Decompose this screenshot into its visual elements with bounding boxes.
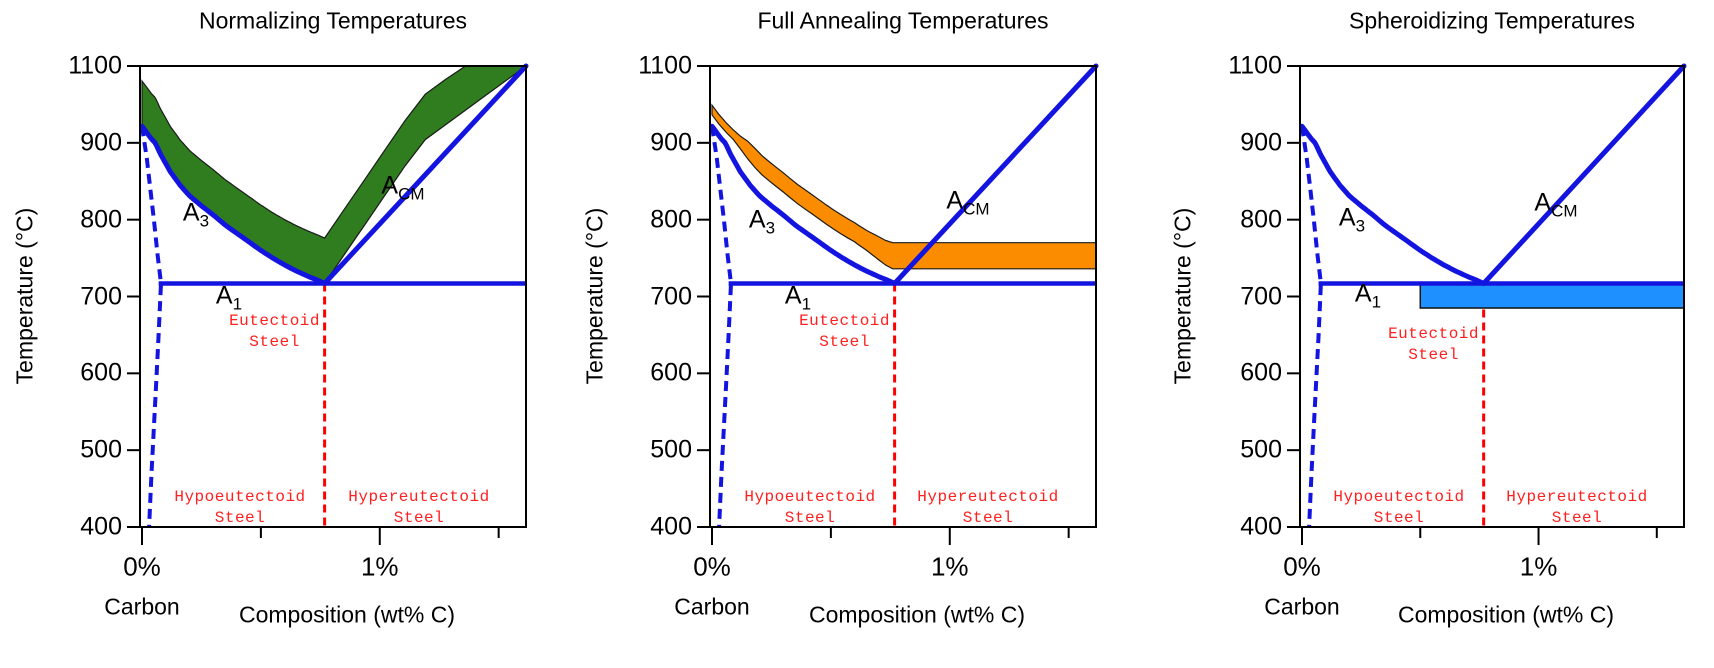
a3-line-label: A3 bbox=[182, 198, 210, 231]
plot-border bbox=[709, 65, 1097, 528]
carbon-label: Carbon bbox=[104, 593, 180, 620]
hypoeutectoid-steel-label: Hypoeutectoid Steel bbox=[174, 488, 306, 527]
a3-line bbox=[709, 123, 898, 286]
y-tick-label: 1100 bbox=[68, 51, 122, 80]
hypereutectoid-steel-label: Hypereutectoid Steel bbox=[348, 488, 490, 527]
x-tick-label: 0% bbox=[693, 551, 731, 582]
normalizing-band bbox=[141, 65, 528, 285]
hypereutectoid-steel-label: Hypereutectoid Steel bbox=[1506, 488, 1648, 527]
carbon-label: Carbon bbox=[1264, 593, 1340, 620]
chart-title: Normalizing Temperatures bbox=[198, 7, 468, 34]
y-tick-label: 900 bbox=[80, 128, 122, 157]
x-axis-title: Composition (wt% C) bbox=[1398, 601, 1614, 628]
carbon-label: Carbon bbox=[674, 593, 750, 620]
y-tick-label: 500 bbox=[1240, 435, 1282, 464]
y-tick-label: 900 bbox=[650, 128, 692, 157]
x-tick-label: 1% bbox=[1519, 551, 1558, 582]
acm-line-label: ACM bbox=[1534, 188, 1578, 221]
x-tick-label: 0% bbox=[1283, 551, 1321, 582]
y-tick-label: 600 bbox=[80, 358, 122, 387]
spheroidizing-band bbox=[1419, 281, 1685, 309]
acm-line bbox=[892, 63, 1099, 286]
eutectoid-steel-label: Eutectoid Steel bbox=[229, 312, 320, 351]
x-tick-label: 1% bbox=[930, 551, 969, 582]
y-tick-label: 900 bbox=[1240, 128, 1282, 157]
ferrite-solvus-line bbox=[1300, 126, 1323, 528]
y-tick-label: 500 bbox=[80, 435, 122, 464]
eutectoid-steel-label: Eutectoid Steel bbox=[1388, 325, 1479, 364]
hypoeutectoid-steel-label: Hypoeutectoid Steel bbox=[1333, 488, 1465, 527]
y-tick-label: 400 bbox=[80, 512, 122, 541]
eutectoid-steel-label: Eutectoid Steel bbox=[799, 312, 890, 351]
y-tick-label: 800 bbox=[1240, 205, 1282, 234]
acm-line-label: ACM bbox=[381, 171, 425, 204]
y-tick-label: 500 bbox=[650, 435, 692, 464]
a1-line-label: A1 bbox=[784, 281, 812, 314]
y-tick-label: 1100 bbox=[638, 51, 692, 80]
x-axis-title: Composition (wt% C) bbox=[239, 601, 455, 628]
y-tick-label: 800 bbox=[650, 205, 692, 234]
plot-border bbox=[139, 65, 527, 528]
ferrite-solvus-line bbox=[140, 126, 164, 528]
hypereutectoid-steel-label: Hypereutectoid Steel bbox=[917, 488, 1059, 527]
y-tick-label: 700 bbox=[1240, 282, 1282, 310]
chart-title: Spheroidizing Temperatures bbox=[1349, 7, 1635, 34]
y-tick-label: 400 bbox=[650, 512, 692, 541]
y-tick-label: 600 bbox=[1240, 358, 1282, 387]
y-axis-title: Temperature (°C) bbox=[581, 207, 608, 385]
hypoeutectoid-steel-label: Hypoeutectoid Steel bbox=[744, 488, 876, 527]
acm-line bbox=[322, 63, 529, 286]
ferrite-solvus-line bbox=[710, 126, 734, 528]
chart-title: Full Annealing Temperatures bbox=[757, 7, 1049, 34]
a3-line bbox=[1299, 123, 1487, 286]
a1-line-label: A1 bbox=[1354, 279, 1382, 312]
x-tick-label: 1% bbox=[360, 551, 399, 582]
a3-line bbox=[139, 123, 328, 286]
y-tick-label: 400 bbox=[1240, 512, 1282, 541]
y-tick-label: 1100 bbox=[1228, 51, 1282, 80]
x-tick-label: 0% bbox=[123, 551, 161, 582]
y-tick-label: 600 bbox=[650, 358, 692, 387]
y-tick-label: 700 bbox=[80, 282, 122, 310]
acm-line bbox=[1481, 63, 1687, 286]
a1-line-label: A1 bbox=[215, 281, 243, 314]
a3-line-label: A3 bbox=[1338, 203, 1366, 236]
y-axis-title: Temperature (°C) bbox=[11, 207, 38, 385]
a3-line-label: A3 bbox=[748, 205, 776, 238]
y-axis-title: Temperature (°C) bbox=[1169, 207, 1196, 385]
x-axis-title: Composition (wt% C) bbox=[809, 601, 1025, 628]
acm-line-label: ACM bbox=[946, 186, 990, 219]
y-tick-label: 800 bbox=[80, 205, 122, 234]
y-tick-label: 700 bbox=[650, 282, 692, 310]
